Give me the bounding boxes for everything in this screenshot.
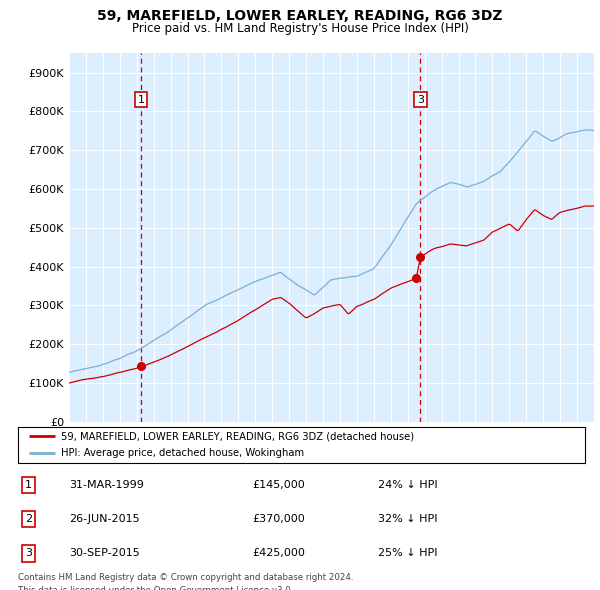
Text: 1: 1 <box>137 94 145 104</box>
Text: 1: 1 <box>25 480 32 490</box>
Text: 30-SEP-2015: 30-SEP-2015 <box>69 549 140 558</box>
Text: 59, MAREFIELD, LOWER EARLEY, READING, RG6 3DZ (detached house): 59, MAREFIELD, LOWER EARLEY, READING, RG… <box>61 431 413 441</box>
Text: 31-MAR-1999: 31-MAR-1999 <box>69 480 144 490</box>
Text: 2: 2 <box>25 514 32 524</box>
Text: HPI: Average price, detached house, Wokingham: HPI: Average price, detached house, Woki… <box>61 448 304 458</box>
Text: £425,000: £425,000 <box>252 549 305 558</box>
Text: £370,000: £370,000 <box>252 514 305 524</box>
Text: 32% ↓ HPI: 32% ↓ HPI <box>378 514 437 524</box>
Text: Price paid vs. HM Land Registry's House Price Index (HPI): Price paid vs. HM Land Registry's House … <box>131 22 469 35</box>
Text: 3: 3 <box>25 549 32 558</box>
Text: 25% ↓ HPI: 25% ↓ HPI <box>378 549 437 558</box>
Text: 59, MAREFIELD, LOWER EARLEY, READING, RG6 3DZ: 59, MAREFIELD, LOWER EARLEY, READING, RG… <box>97 9 503 23</box>
Text: This data is licensed under the Open Government Licence v3.0.: This data is licensed under the Open Gov… <box>18 586 293 590</box>
Text: 24% ↓ HPI: 24% ↓ HPI <box>378 480 437 490</box>
Text: 3: 3 <box>417 94 424 104</box>
Text: £145,000: £145,000 <box>252 480 305 490</box>
Text: Contains HM Land Registry data © Crown copyright and database right 2024.: Contains HM Land Registry data © Crown c… <box>18 573 353 582</box>
Text: 26-JUN-2015: 26-JUN-2015 <box>69 514 140 524</box>
